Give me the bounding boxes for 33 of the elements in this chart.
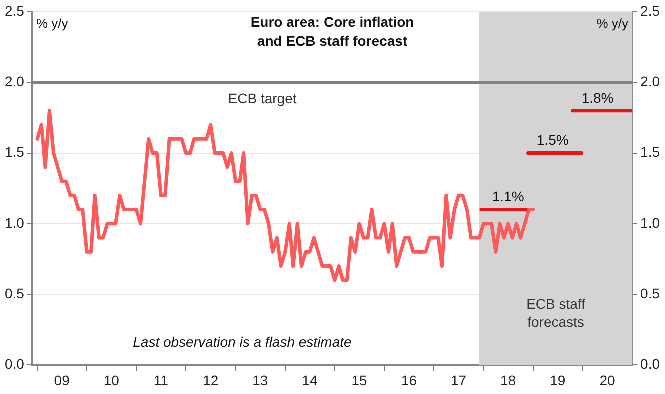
x-tick-label: 13 bbox=[252, 372, 268, 388]
y2-axis-title: % y/y bbox=[596, 16, 630, 32]
y-tick-label: 1.0 bbox=[4, 214, 25, 231]
band-label: ECB staff forecasts bbox=[526, 296, 586, 330]
x-tick-label: 15 bbox=[352, 372, 368, 388]
annotation: 1.8% bbox=[582, 90, 614, 106]
y-axis-title: % y/y bbox=[36, 16, 69, 32]
y-tick-label: 2.0 bbox=[4, 74, 25, 90]
annotation: Last observation is a flash estimate bbox=[133, 334, 352, 350]
x-tick-label: 18 bbox=[500, 372, 516, 388]
ref-line-label: ECB target bbox=[228, 90, 297, 106]
y-tick-label: 0.0 bbox=[4, 356, 25, 372]
y-tick-label: 1.5 bbox=[4, 144, 25, 160]
y2-tick-label: 2.5 bbox=[640, 2, 660, 19]
x-tick-label: 17 bbox=[450, 372, 467, 388]
x-tick-label: 14 bbox=[302, 372, 318, 388]
y2-tick-label: 0.5 bbox=[640, 285, 660, 302]
x-tick-label: 10 bbox=[104, 372, 120, 388]
x-tick-label: 19 bbox=[550, 372, 566, 388]
x-tick-label: 09 bbox=[54, 372, 70, 388]
y-tick-label: 0.5 bbox=[4, 285, 25, 302]
x-tick-label: 11 bbox=[154, 372, 169, 388]
annotation: 1.5% bbox=[536, 132, 569, 148]
x-tick-label: 16 bbox=[401, 372, 418, 388]
y2-tick-label: 2.0 bbox=[640, 74, 660, 90]
x-tick-label: 20 bbox=[600, 372, 616, 388]
y-tick-label: 2.5 bbox=[4, 2, 25, 19]
x-tick-label: 12 bbox=[203, 372, 219, 388]
y2-tick-label: 1.5 bbox=[640, 144, 660, 160]
y2-tick-label: 0.0 bbox=[640, 356, 660, 372]
text: Euro area: Core inflation and ECB staff forecast bbox=[250, 14, 414, 49]
annotation: 1.1% bbox=[492, 188, 524, 205]
y2-tick-label: 1.0 bbox=[640, 214, 660, 231]
